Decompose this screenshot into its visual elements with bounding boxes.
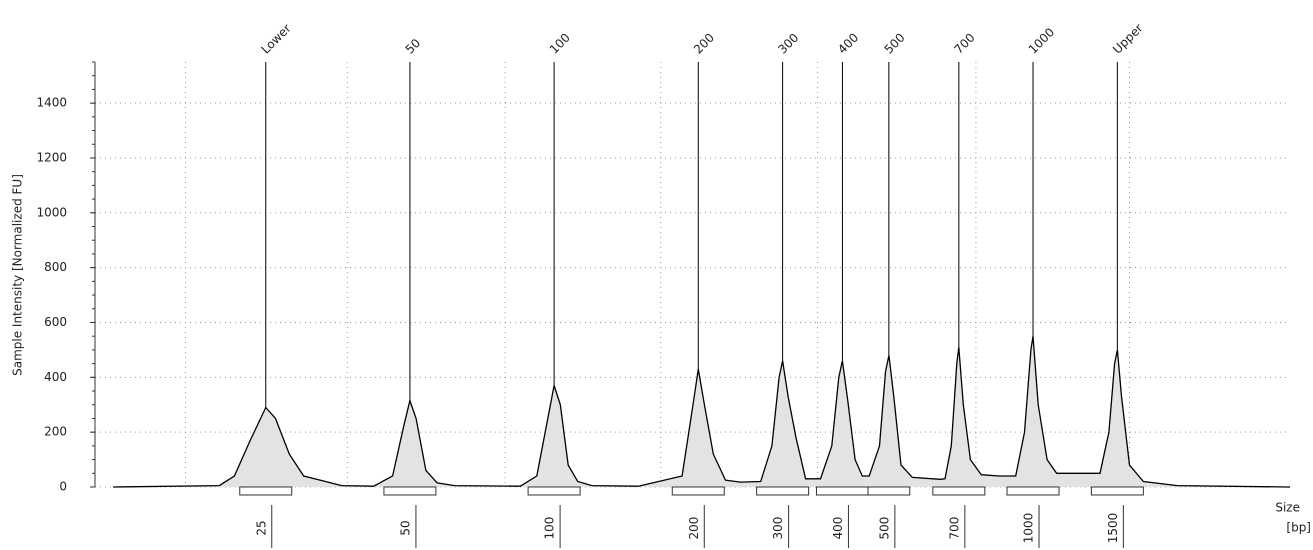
peak-range [932,486,986,496]
peak-label: 200 [691,30,717,56]
y-tick-label: 1400 [36,96,67,110]
peak-label: 300 [775,30,801,56]
size-label: 700 [947,517,961,540]
peak-range [756,486,810,496]
size-label: 50 [398,520,412,535]
peak-range [815,486,869,496]
size-label: 25 [254,520,268,535]
y-tick-label: 1200 [36,150,67,164]
peak-range [1006,486,1060,496]
peak-range [1090,486,1144,496]
size-label: 400 [831,517,845,540]
peak-label: 400 [835,30,861,56]
peak-label: 50 [403,36,424,57]
peak-range [383,486,437,496]
trace-line [113,336,1288,488]
size-label: 500 [877,517,891,540]
y-tick-label: 600 [44,315,67,329]
y-tick-label: 1000 [36,205,67,219]
peak-range [671,486,725,496]
y-axis-label: Sample Intensity [Normalized FU] [11,174,25,376]
y-tick-label: 0 [59,480,67,494]
x-axis-label: [bp] [1286,521,1311,535]
peak-label: Upper [1110,21,1146,57]
peak-range [239,486,293,496]
y-tick-label: 200 [44,425,67,439]
peak-range [527,486,581,496]
peak-range [867,486,911,496]
peak-label: 700 [952,30,978,56]
size-label: 300 [771,517,785,540]
size-label: 1500 [1106,513,1120,544]
size-label: 100 [543,517,557,540]
peak-label: 1000 [1026,25,1057,56]
peak-label: 500 [882,30,908,56]
peak-label: 100 [547,30,573,56]
peak-label: Lower [258,21,293,56]
trace-area [113,336,1288,487]
size-label: 1000 [1022,513,1036,544]
size-label: 200 [687,517,701,540]
y-tick-label: 400 [44,370,67,384]
y-tick-label: 800 [44,260,67,274]
x-axis-label: Size [1275,501,1300,515]
